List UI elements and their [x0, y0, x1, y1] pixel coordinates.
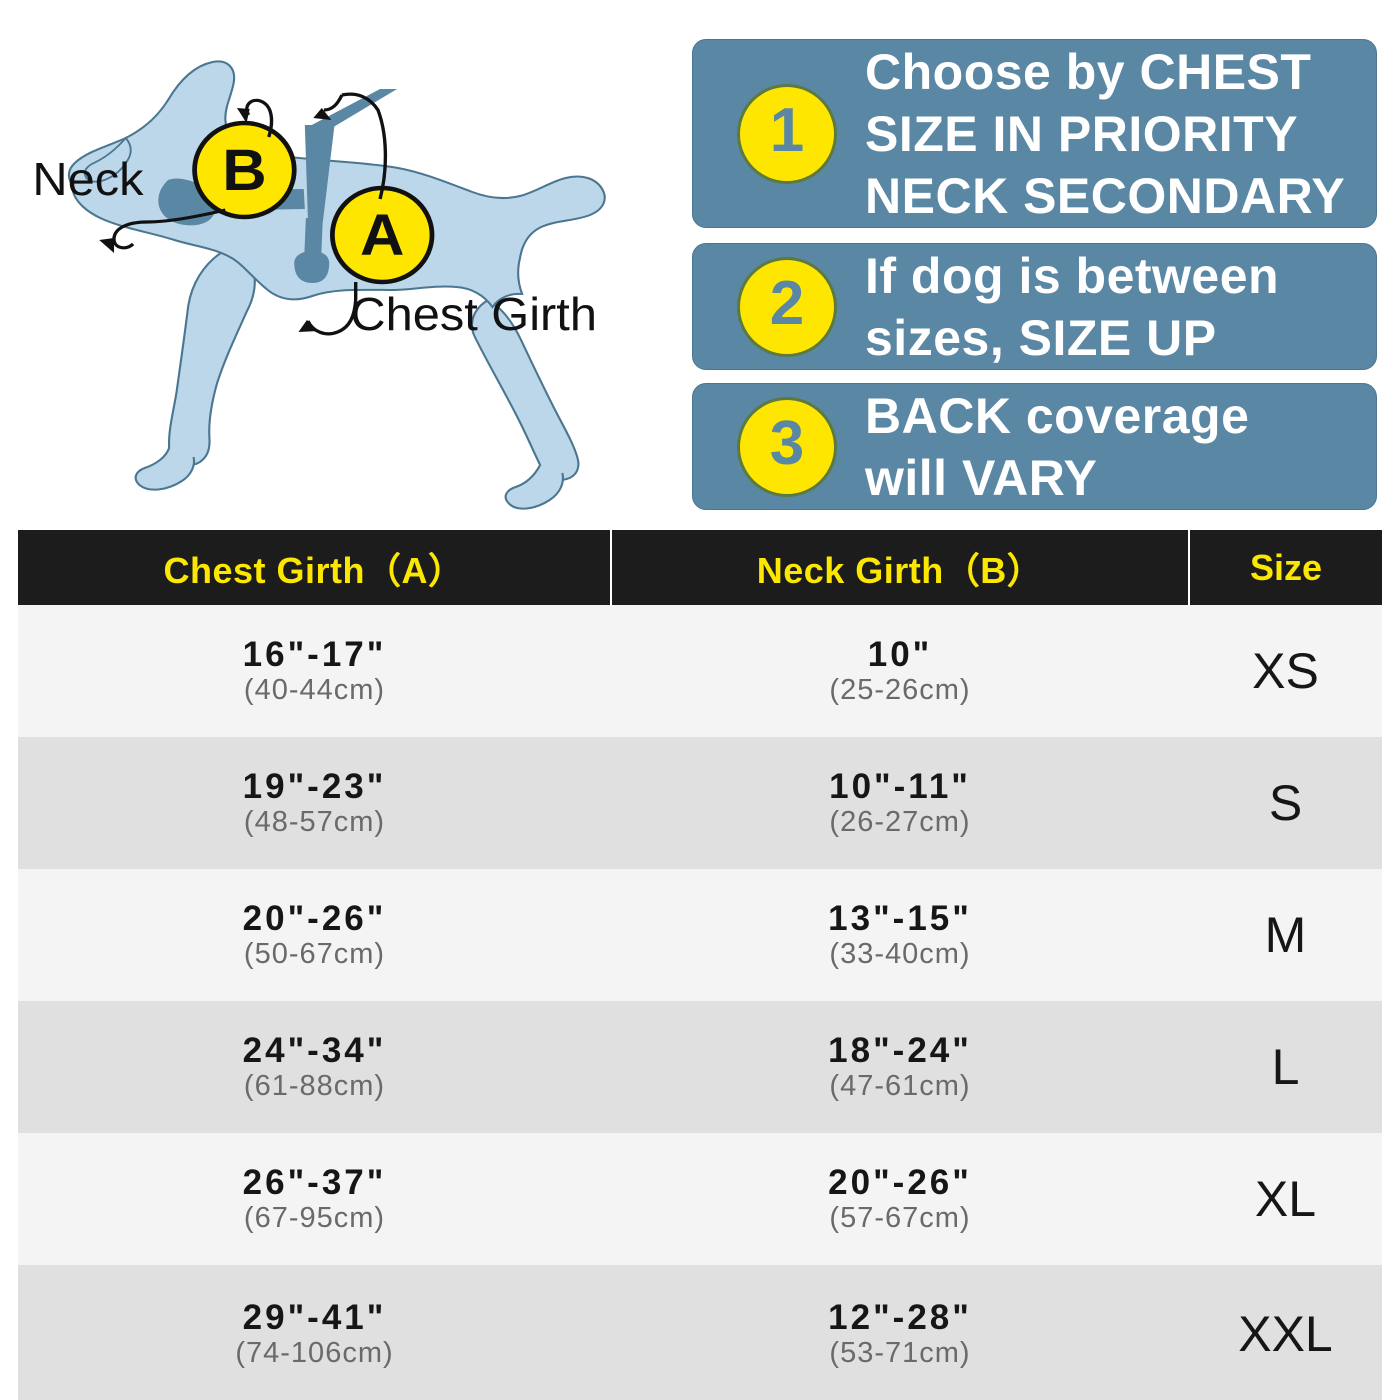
svg-text:Chest Girth: Chest Girth	[350, 289, 597, 340]
svg-text:A: A	[360, 202, 404, 267]
svg-text:Neck: Neck	[32, 154, 143, 205]
svg-text:B: B	[222, 137, 266, 202]
